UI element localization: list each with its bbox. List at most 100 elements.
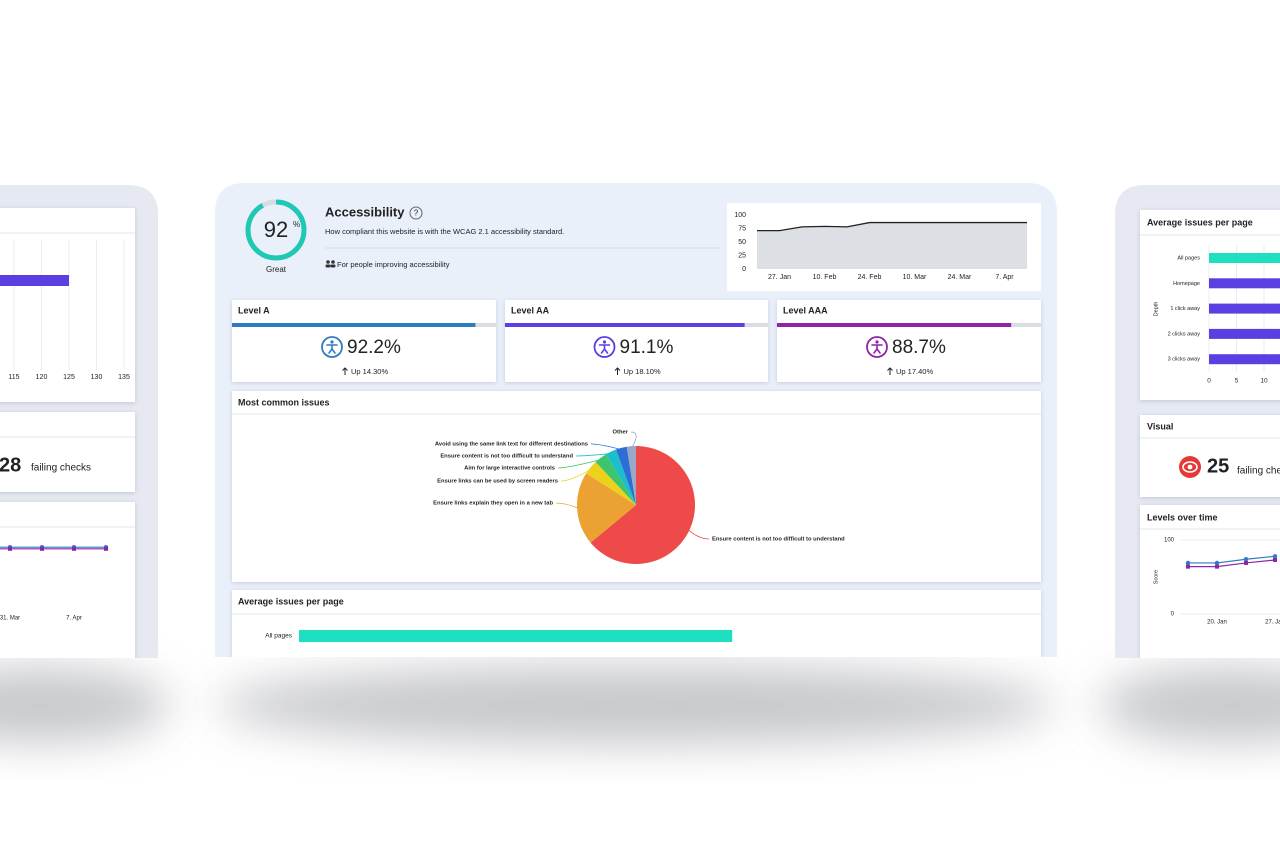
pie-slice (590, 446, 696, 564)
line (1188, 559, 1276, 568)
x-tick-label: 135 (118, 374, 130, 381)
progress-fill (232, 323, 476, 327)
bar (1209, 303, 1280, 314)
marker (104, 546, 108, 551)
leader-line (687, 528, 710, 540)
leader-line (630, 431, 637, 449)
axis-label: Score (1153, 570, 1159, 584)
left-panel: 28 failing checks 115 120 125 130 135 31. Mar… (0, 185, 158, 658)
pie-slice (616, 446, 636, 505)
x-tick-label: 130 (91, 374, 103, 381)
level-card (505, 300, 768, 382)
a11y-icon-head (602, 340, 607, 344)
slice-label: Avoid using the same link text for diffe… (435, 442, 588, 448)
people-icon (325, 260, 336, 268)
slice-label: Ensure content is not too difficult to u… (440, 454, 573, 460)
bar (1209, 328, 1280, 339)
marker (1185, 560, 1191, 566)
card-title: Most common issues (238, 397, 330, 407)
category-label: All pages (265, 633, 292, 640)
title: Accessibility (325, 204, 405, 219)
level-name: Level AA (511, 305, 550, 315)
help-icon[interactable]: ? (409, 206, 423, 220)
gauge-arc (245, 199, 307, 261)
line (757, 221, 1027, 232)
a11y-icon (321, 336, 343, 358)
card (0, 208, 135, 402)
card (0, 502, 135, 658)
slice-label: Other (613, 430, 629, 436)
marker (40, 546, 44, 551)
level-change: Up 14.30% (351, 367, 388, 376)
card (1140, 505, 1280, 658)
axis-label: Depth (1153, 302, 1159, 317)
card-title: Levels over time (1147, 512, 1218, 522)
category-label: 2 clicks away (1168, 331, 1201, 337)
y-tick-label: 25 (738, 252, 746, 259)
level-value: 91.1% (620, 337, 674, 358)
leader-line (575, 453, 612, 457)
y-tick-label: 100 (734, 212, 746, 219)
level-value: 92.2% (347, 337, 401, 358)
slice-label: Ensure links explain they open in a new … (433, 501, 553, 507)
category-label: 3 clicks away (1168, 357, 1201, 363)
description: How compliant this website is with the W… (325, 227, 564, 236)
a11y-icon (593, 336, 616, 358)
slice-label: Ensure links can be used by screen reade… (437, 479, 558, 485)
pie-slice (586, 461, 636, 505)
y-tick-label: 100 (1164, 538, 1175, 544)
eye-icon (1179, 456, 1201, 478)
pie-slice (595, 454, 636, 505)
a11y-icon-body (598, 344, 611, 354)
leader-line (590, 443, 622, 451)
level-name: Level A (238, 305, 270, 315)
line (1188, 555, 1276, 564)
y-tick-label: 75 (738, 225, 746, 232)
marker (1244, 560, 1248, 565)
x-tick-label: 20. Jan (1207, 620, 1227, 626)
bar (299, 630, 733, 642)
level-name: Level AAA (783, 305, 828, 315)
leader-line (557, 459, 602, 469)
marker (8, 546, 12, 551)
level-card (232, 300, 496, 382)
card (1140, 415, 1280, 497)
level-value: 88.7% (892, 337, 946, 358)
marker (1214, 560, 1220, 566)
right-panel: Visual 25 failing checks Average issues … (1115, 185, 1280, 658)
slice-label: Aim for large interactive controls (464, 466, 555, 472)
x-tick-label: 27. Jan (1265, 620, 1280, 626)
x-tick-label: 10 (1260, 378, 1268, 385)
marker (1243, 557, 1249, 562)
up-arrow (887, 367, 893, 375)
level-change: Up 17.40% (896, 367, 933, 376)
score-value: 92 (264, 217, 288, 242)
x-tick-label: 5 (1235, 378, 1239, 385)
bar (1209, 253, 1280, 263)
y-tick-label: 0 (742, 266, 746, 273)
failing-count: 25 (1207, 455, 1229, 477)
failing-count: 28 (0, 454, 21, 476)
marker (1273, 557, 1277, 562)
svg-text:?: ? (414, 209, 419, 218)
category-label: 1 click away (1170, 306, 1200, 312)
x-tick-label: 27. Jan (768, 274, 791, 281)
x-tick-label: 125 (63, 374, 75, 381)
x-tick-label: 31. Mar (0, 616, 20, 622)
category-label: All pages (1177, 255, 1200, 261)
score-rating: Great (266, 265, 287, 274)
pie-slice (577, 473, 636, 543)
y-tick-label: 50 (738, 239, 746, 246)
bar (1209, 354, 1280, 365)
level-change: Up 18.10% (624, 367, 661, 376)
pie-slice (626, 445, 636, 505)
x-tick-label: 0 (1207, 378, 1211, 385)
card (0, 412, 135, 492)
a11y-icon-body (871, 344, 883, 354)
x-tick-label: 7. Apr (66, 616, 82, 622)
a11y-icon-head (875, 340, 879, 344)
card-title: Average issues per page (238, 596, 344, 606)
level-card (777, 300, 1041, 382)
x-tick-label: 10. Feb (813, 274, 837, 281)
marker (1272, 554, 1278, 559)
